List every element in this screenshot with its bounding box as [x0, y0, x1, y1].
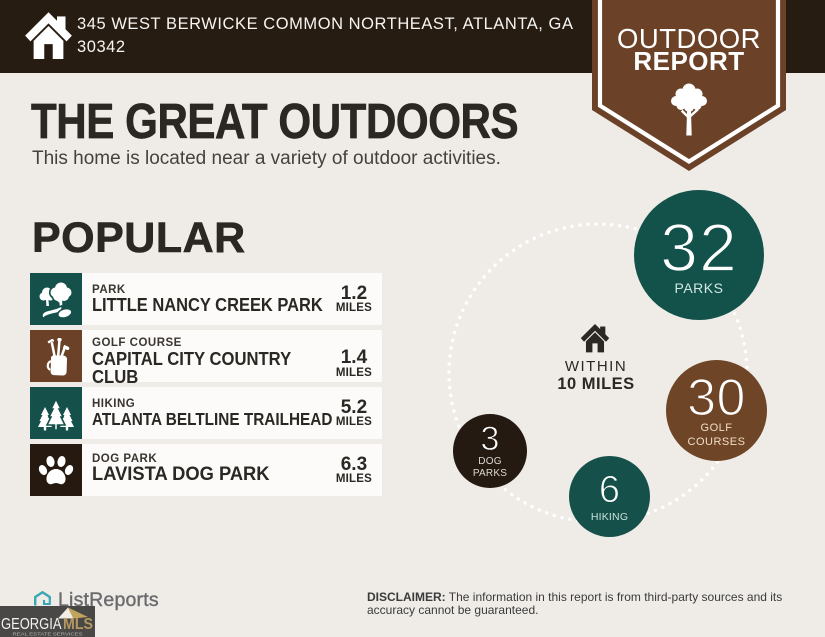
- svg-text:REAL ESTATE SERVICES: REAL ESTATE SERVICES: [13, 632, 83, 637]
- svg-text:GEORGIA: GEORGIA: [1, 616, 62, 633]
- svg-text:MLS: MLS: [63, 616, 93, 633]
